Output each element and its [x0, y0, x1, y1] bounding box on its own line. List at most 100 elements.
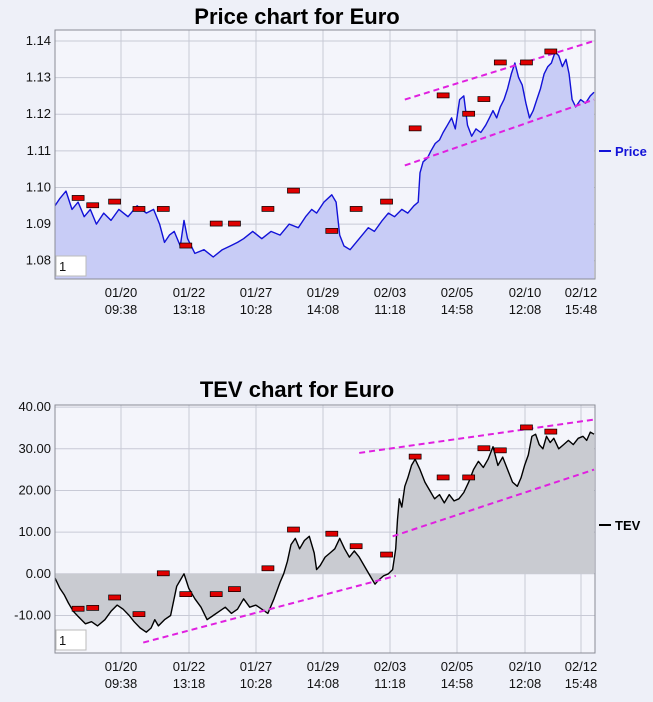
price-x-tick-time-5: 14:58 — [441, 302, 474, 317]
tev-x-tick-time-2: 10:28 — [240, 676, 273, 691]
price-legend-label: Price — [615, 144, 647, 159]
price-marker-10 — [325, 228, 339, 234]
tev-trendline-2 — [142, 574, 396, 644]
tev-y-tick-3: 20.00 — [18, 482, 51, 497]
tev-x-tick-date-3: 01/29 — [307, 659, 340, 674]
tev-x-tick-time-7: 15:48 — [565, 676, 598, 691]
tev-marker-17 — [493, 447, 507, 454]
price-chart-title: Price chart for Euro — [194, 4, 399, 29]
price-marker-0 — [71, 195, 85, 201]
tev-series-line — [54, 431, 595, 633]
price-x-tick-time-0: 09:38 — [105, 302, 138, 317]
price-marker-19 — [544, 48, 558, 55]
price-page-box[interactable]: 1 — [55, 255, 87, 277]
price-plot-frame — [54, 29, 596, 280]
tev-x-tick-date-7: 02/12 — [565, 659, 598, 674]
tev-y-tick-1: 0.00 — [26, 566, 51, 581]
tev-x-tick-date-4: 02/03 — [374, 659, 407, 674]
price-marker-15 — [462, 110, 476, 117]
price-marker-4 — [156, 206, 170, 212]
price-trendline-1 — [404, 98, 595, 167]
price-legend[interactable]: Price — [599, 144, 647, 159]
tev-x-tick-time-6: 12:08 — [509, 676, 542, 691]
tev-marker-6 — [209, 591, 223, 597]
tev-x-tick-date-2: 01/27 — [240, 659, 273, 674]
price-y-tick-4: 1.12 — [26, 106, 51, 121]
price-marker-8 — [261, 206, 275, 212]
price-x-tick-time-6: 12:08 — [509, 302, 542, 317]
price-marker-3 — [132, 206, 146, 212]
price-marker-16 — [477, 96, 491, 102]
tev-marker-19 — [544, 428, 558, 435]
tev-x-tick-date-0: 01/20 — [105, 659, 138, 674]
tev-marker-18 — [520, 424, 533, 431]
price-x-tick-time-3: 14:08 — [307, 302, 340, 317]
price-marker-9 — [287, 187, 300, 194]
price-marker-12 — [380, 198, 393, 205]
price-y-tick-1: 1.09 — [26, 216, 51, 231]
tev-x-tick-time-3: 14:08 — [307, 676, 340, 691]
tev-marker-2 — [108, 594, 121, 601]
price-y-ticks: 1.08 1.09 1.10 1.11 1.12 1.13 1.14 — [26, 33, 51, 268]
tev-marker-16 — [477, 445, 491, 452]
price-x-tick-time-1: 13:18 — [173, 302, 206, 317]
price-x-tick-time-4: 11:18 — [374, 302, 406, 317]
tev-x-tick-time-4: 11:18 — [374, 676, 406, 691]
tev-y-ticks: -10.00 0.00 10.00 20.00 30.00 40.00 — [14, 399, 51, 622]
price-x-tick-date-6: 02/10 — [509, 285, 542, 300]
tev-marker-8 — [261, 565, 275, 572]
tev-page-box[interactable]: 1 — [55, 629, 87, 651]
tev-markers — [71, 424, 558, 618]
tev-trendlines — [142, 418, 595, 644]
price-y-tick-5: 1.13 — [26, 70, 51, 85]
tev-x-tick-date-6: 02/10 — [509, 659, 542, 674]
price-marker-1 — [86, 202, 100, 209]
tev-marker-14 — [436, 474, 450, 481]
tev-marker-10 — [325, 530, 339, 537]
price-marker-5 — [179, 242, 193, 249]
price-marker-13 — [408, 125, 422, 132]
tev-chart: TEV chart for Euro -10.00 0.00 10.00 20.00 3… — [14, 377, 640, 691]
tev-y-tick-5: 40.00 — [18, 399, 51, 414]
tev-x-tick-date-5: 02/05 — [441, 659, 474, 674]
price-x-tick-date-3: 01/29 — [307, 285, 340, 300]
tev-y-tick-4: 30.00 — [18, 441, 51, 456]
price-marker-14 — [436, 92, 450, 99]
price-y-tick-3: 1.11 — [27, 143, 51, 158]
tev-marker-0 — [71, 605, 85, 612]
price-trendlines — [404, 40, 595, 167]
price-markers — [71, 48, 558, 249]
price-area-fill — [55, 52, 594, 279]
price-x-tick-date-5: 02/05 — [441, 285, 474, 300]
tev-chart-title: TEV chart for Euro — [200, 377, 394, 402]
tev-marker-12 — [380, 551, 393, 558]
price-marker-7 — [228, 220, 241, 227]
tev-page-label: 1 — [59, 633, 66, 648]
tev-trendline-1 — [392, 468, 595, 538]
price-y-tick-2: 1.10 — [26, 179, 51, 194]
tev-marker-11 — [349, 543, 363, 550]
price-marker-18 — [520, 59, 533, 66]
price-x-tick-date-4: 02/03 — [374, 285, 407, 300]
price-marker-6 — [209, 220, 223, 227]
tev-x-ticks: 01/20 09:38 01/22 13:18 01/27 10:28 01/29 14:08… — [105, 659, 598, 691]
tev-marker-1 — [86, 605, 100, 611]
price-trendline-0 — [404, 40, 595, 101]
tev-plot-frame — [54, 404, 596, 654]
tev-legend[interactable]: TEV — [599, 518, 641, 533]
price-x-tick-date-7: 02/12 — [565, 285, 598, 300]
price-y-tick-0: 1.08 — [26, 253, 51, 268]
tev-x-tick-time-0: 09:38 — [105, 676, 138, 691]
price-marker-17 — [493, 59, 507, 66]
tev-x-tick-time-5: 14:58 — [441, 676, 474, 691]
tev-legend-label: TEV — [615, 518, 641, 533]
price-y-tick-6: 1.14 — [26, 33, 51, 48]
tev-y-tick-2: 10.00 — [18, 524, 51, 539]
tev-area-fill — [55, 432, 594, 633]
price-page-box-frame — [55, 255, 87, 277]
price-x-tick-time-2: 10:28 — [240, 302, 273, 317]
tev-page-box-frame — [55, 629, 87, 651]
tev-marker-13 — [408, 453, 422, 460]
tev-marker-7 — [228, 586, 241, 592]
